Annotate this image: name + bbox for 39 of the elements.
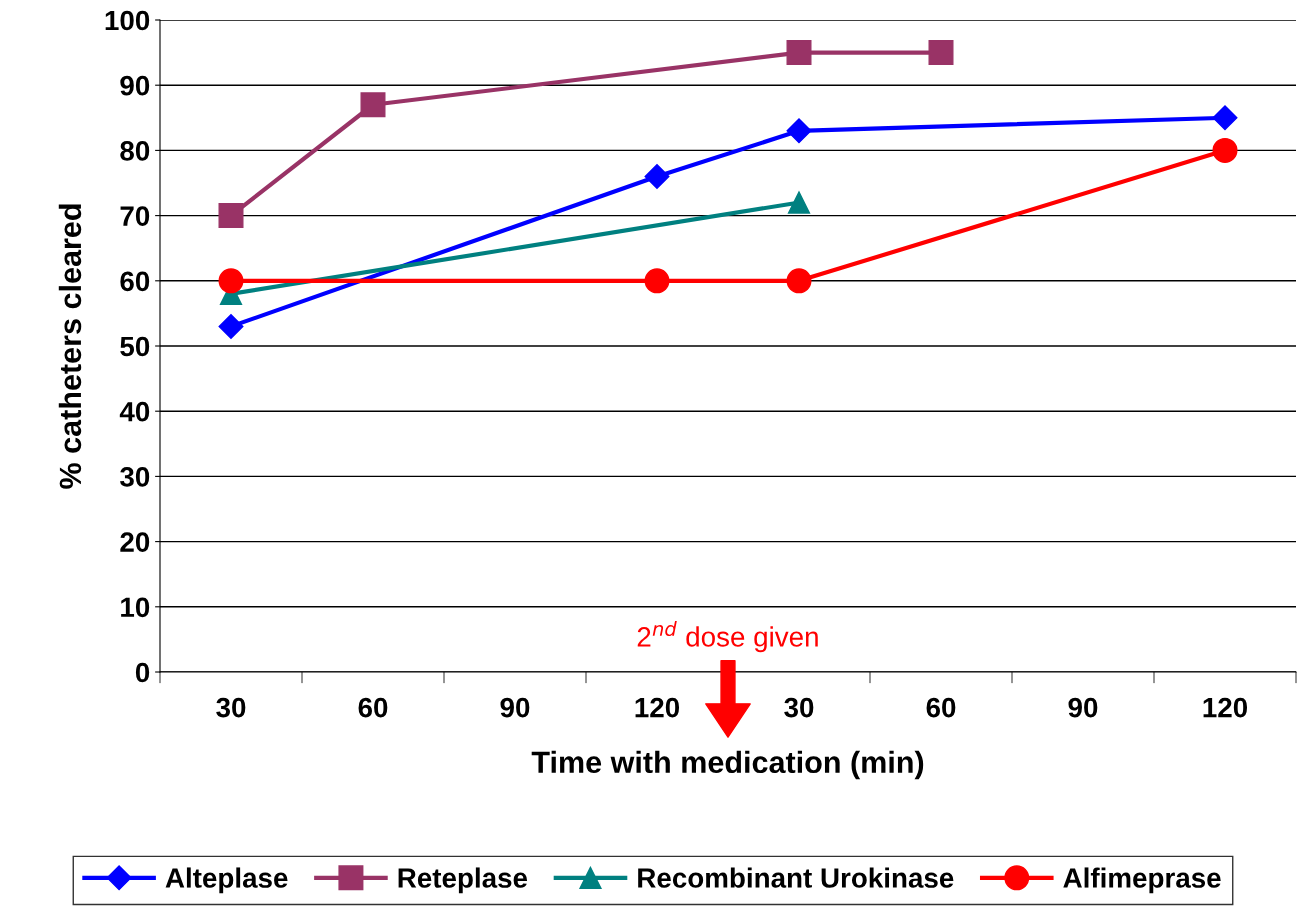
- y-tick-label: 100: [105, 10, 150, 31]
- y-tick-label: 60: [120, 271, 150, 292]
- annotation: 2$^{nd}$ dose given: [637, 621, 818, 653]
- y-tick-label: 50: [120, 336, 150, 357]
- x-axis-title: Time with medication (min): [531, 750, 924, 780]
- x-tick-label: 30: [784, 697, 814, 718]
- y-tick-label: 0: [135, 662, 150, 683]
- x-tick-label: 60: [358, 697, 388, 718]
- point: [1212, 105, 1238, 131]
- point: [644, 164, 670, 189]
- point: [1212, 137, 1238, 163]
- legend-label: Reteplase: [398, 867, 528, 894]
- x-tick-label: 90: [500, 697, 530, 718]
- x-tick-label: 30: [216, 697, 246, 718]
- y-tick-label: 30: [120, 467, 150, 487]
- legend-label: Alteplase: [165, 867, 288, 894]
- legend-label: Alfimeprase: [1063, 867, 1221, 894]
- x-tick-label: 60: [926, 697, 956, 718]
- y-tick-label: 40: [119, 401, 150, 422]
- x-tick-label: 90: [1068, 697, 1098, 718]
- point: [218, 203, 244, 229]
- y-tick-label: 80: [120, 141, 150, 161]
- point: [786, 118, 812, 144]
- x-tick-label: 120: [1203, 697, 1248, 718]
- point: [786, 268, 812, 294]
- y-tick-label: 70: [120, 206, 150, 226]
- point: [360, 92, 386, 118]
- y-tick-label: 10: [121, 597, 150, 618]
- y-tick-label: 90: [120, 75, 150, 96]
- point: [786, 40, 812, 66]
- y-tick-label: 20: [120, 532, 150, 552]
- legend-label: Recombinant Urokinase: [638, 867, 954, 888]
- point: [218, 313, 244, 339]
- x-tick-label: 120: [635, 697, 680, 718]
- point: [787, 191, 811, 214]
- y-axis-title: % catheters cleared: [58, 204, 82, 489]
- point: [644, 268, 670, 294]
- point: [928, 40, 954, 66]
- point: [218, 268, 244, 294]
